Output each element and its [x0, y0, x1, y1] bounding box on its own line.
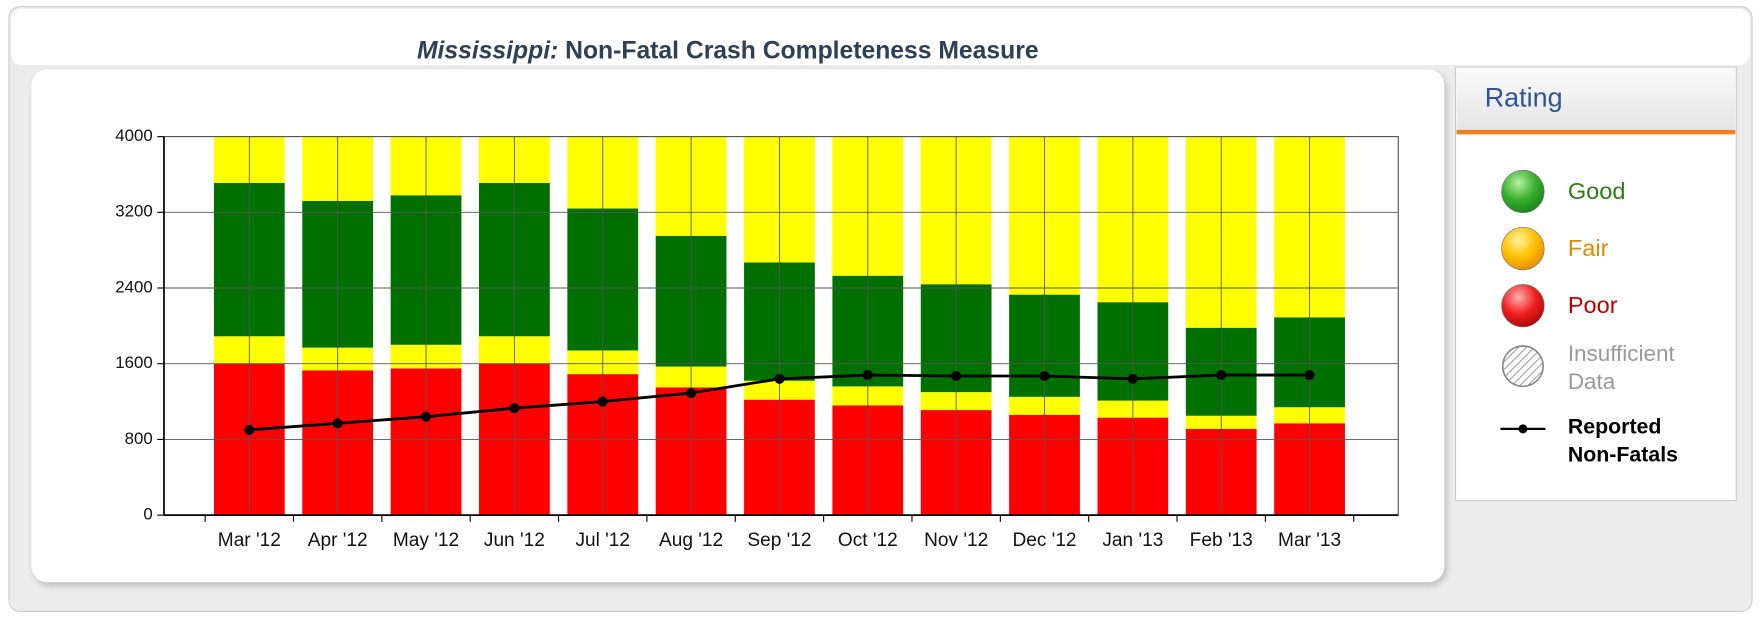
x-tick-label: Feb '13 [1190, 530, 1253, 551]
line-point [1304, 370, 1315, 381]
line-point [1216, 370, 1227, 381]
y-tick-label: 800 [125, 429, 153, 448]
legend-swatch [1501, 284, 1545, 328]
legend-header [1456, 68, 1736, 132]
legend-label: Fair [1568, 235, 1609, 261]
line-point [774, 373, 785, 384]
legend-line: Data [1568, 369, 1616, 394]
legend-line: Insufficient [1568, 341, 1676, 366]
x-tick-label: May '12 [393, 530, 459, 551]
y-tick-label: 1600 [115, 353, 152, 372]
legend-line: Non-Fatals [1568, 442, 1678, 466]
line-point [1127, 373, 1138, 384]
y-tick-label: 0 [143, 505, 152, 524]
line-point [1039, 370, 1050, 382]
line-point [420, 411, 432, 422]
x-tick-label: Aug '12 [659, 530, 723, 551]
x-tick-label: Oct '12 [838, 530, 898, 551]
y-tick-label: 3200 [115, 202, 152, 221]
x-tick-label: Jun '12 [484, 530, 545, 551]
legend-swatch [1501, 226, 1545, 271]
line-point [244, 424, 255, 435]
legend-title: Rating [1485, 83, 1563, 113]
chart-panel [31, 69, 1445, 583]
x-tick-label: Mar '12 [218, 530, 281, 551]
line-point [686, 387, 697, 399]
title-text: Non-Fatal Crash Completeness Measure [565, 37, 1038, 64]
legend-label: Poor [1568, 292, 1618, 318]
x-tick-label: Dec '12 [1012, 530, 1076, 551]
legend-rule [1456, 129, 1736, 135]
line-point [862, 370, 873, 381]
x-tick-label: Jul '12 [575, 530, 630, 551]
x-tick-label: Apr '12 [308, 530, 368, 551]
y-tick-label: 2400 [115, 277, 152, 296]
x-tick-label: Mar '13 [1278, 530, 1341, 551]
line-point [597, 396, 608, 407]
title-prefix: Mississippi: [417, 37, 558, 64]
x-tick-label: Jan '13 [1102, 530, 1163, 551]
legend-label: Good [1568, 178, 1626, 204]
legend-line-dot [1518, 424, 1528, 434]
legend-swatch [1501, 169, 1545, 214]
chart-title: Mississippi: Non-Fatal Crash Completenes… [417, 37, 1039, 64]
legend-swatch [1501, 345, 1544, 388]
legend-label: Insufficient Data [1568, 341, 1676, 394]
line-point [332, 418, 343, 429]
x-tick-label: Sep '12 [747, 530, 811, 551]
legend-label: Reported Non-Fatals [1568, 414, 1678, 466]
frame-top [11, 8, 1750, 65]
line-point [951, 370, 962, 382]
legend-line: Reported [1568, 414, 1662, 438]
y-tick-label: 4000 [115, 126, 152, 145]
x-tick-label: Nov '12 [924, 530, 988, 551]
line-point [509, 403, 520, 414]
